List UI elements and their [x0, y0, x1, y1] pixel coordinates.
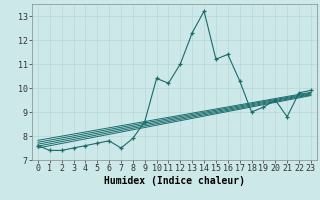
X-axis label: Humidex (Indice chaleur): Humidex (Indice chaleur) — [104, 176, 245, 186]
